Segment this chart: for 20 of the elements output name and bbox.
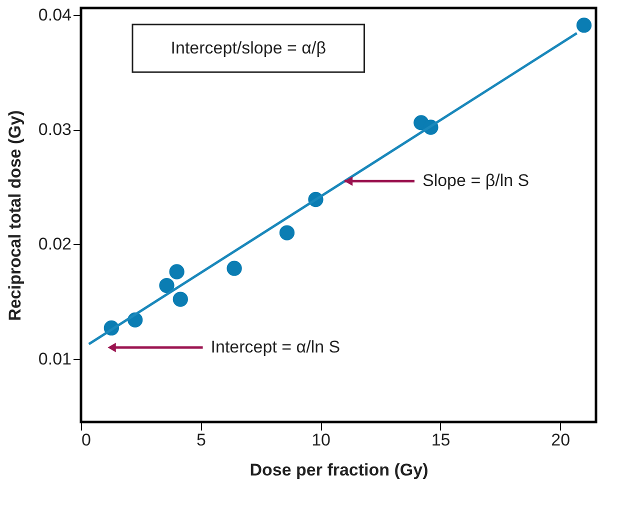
x-tick-label: 20	[551, 430, 570, 450]
y-axis-title: Reciprocal total dose (Gy)	[5, 110, 24, 321]
point	[169, 264, 184, 280]
point	[172, 292, 188, 307]
x-tick-label: 10	[312, 430, 330, 450]
x-tick-label: 0	[82, 430, 91, 450]
x-axis-title: Dose per fraction (Gy)	[250, 460, 428, 480]
y-tick-label: 0.04	[38, 5, 72, 24]
x-tick-label: 15	[431, 430, 450, 450]
y-tick-label: 0.01	[38, 349, 72, 368]
annotation: Slope = β/ln S	[422, 171, 530, 190]
y-tick-label: 0.03	[38, 120, 72, 140]
x-tick-label: 5	[196, 430, 206, 450]
point	[576, 18, 592, 33]
annotation: Intercept/slope = α/β	[170, 38, 326, 58]
point	[279, 225, 295, 240]
y-tick-label: 0.02	[38, 234, 72, 254]
annotation: Intercept = α/ln S	[210, 337, 340, 356]
point	[226, 260, 242, 276]
point	[159, 278, 174, 294]
